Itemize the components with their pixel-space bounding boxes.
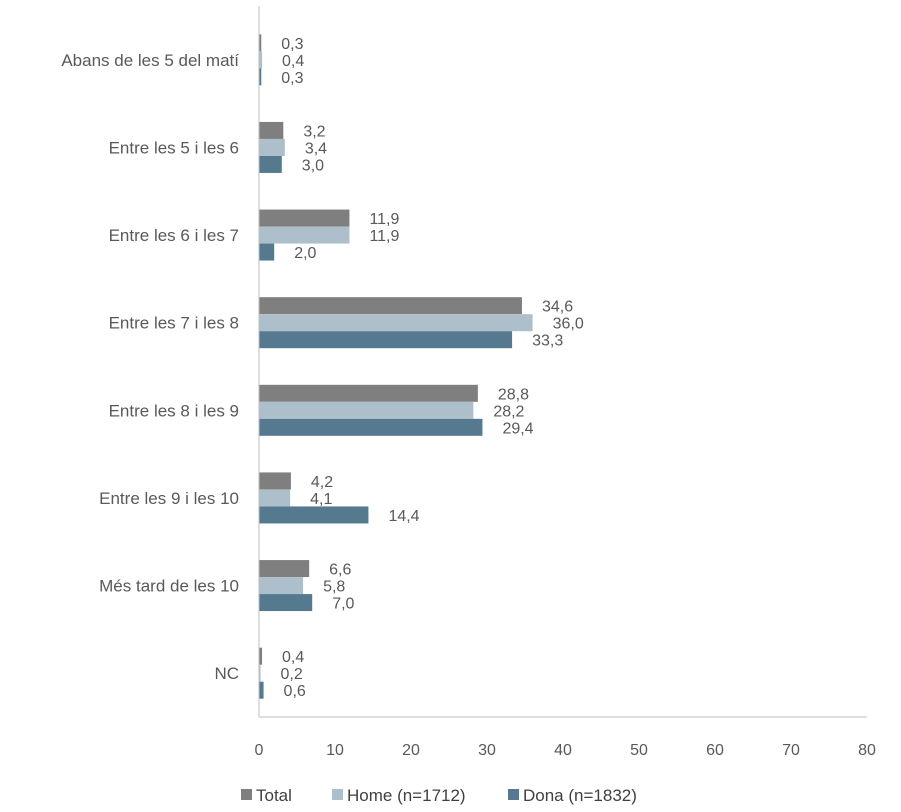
- data-label-2-6: 7,0: [332, 596, 354, 613]
- x-tick-label-0: 0: [255, 742, 264, 759]
- data-label-0-3: 34,6: [542, 299, 573, 316]
- x-tick-label-7: 70: [782, 742, 800, 759]
- data-labels-group: 0,30,40,33,23,43,011,911,92,034,636,033,…: [281, 36, 584, 700]
- bar-2-3: [259, 331, 513, 349]
- category-label-1: Entre les 5 i les 6: [109, 138, 239, 157]
- bar-2-7: [259, 681, 264, 699]
- data-label-0-2: 11,9: [369, 211, 399, 228]
- bar-1-0: [259, 51, 263, 69]
- bar-1-5: [259, 489, 291, 507]
- x-tick-label-8: 80: [858, 742, 876, 759]
- legend-label-0: Total: [256, 786, 292, 805]
- bar-1-7: [259, 664, 261, 682]
- bar-0-0: [259, 34, 262, 52]
- data-label-2-1: 3,0: [302, 157, 324, 174]
- bar-0-6: [259, 560, 310, 578]
- legend-label-2: Dona (n=1832): [523, 786, 637, 805]
- category-label-4: Entre les 8 i les 9: [109, 401, 239, 420]
- data-label-0-4: 28,8: [498, 386, 529, 403]
- category-label-6: Més tard de les 10: [99, 577, 239, 596]
- bar-0-5: [259, 472, 291, 490]
- data-label-1-3: 36,0: [553, 316, 584, 333]
- bar-2-6: [259, 594, 313, 612]
- data-label-1-6: 5,8: [323, 579, 345, 596]
- data-label-2-0: 0,3: [281, 70, 303, 87]
- bar-1-6: [259, 577, 304, 595]
- x-tick-label-4: 40: [554, 742, 572, 759]
- bar-0-3: [259, 297, 522, 315]
- data-label-1-1: 3,4: [305, 140, 327, 157]
- bar-0-2: [259, 209, 350, 227]
- x-tick-label-5: 50: [630, 742, 648, 759]
- bar-1-3: [259, 314, 533, 332]
- legend-swatch-2: [508, 789, 519, 800]
- bar-2-0: [259, 68, 262, 86]
- data-label-1-2: 11,9: [369, 228, 399, 245]
- bar-2-5: [259, 506, 369, 524]
- category-labels-group: Abans de les 5 del matí Entre les 5 i les…: [61, 51, 239, 683]
- data-label-2-2: 2,0: [294, 245, 316, 262]
- bar-0-4: [259, 384, 478, 402]
- category-label-0: Abans de les 5 del matí: [61, 51, 239, 70]
- data-label-0-6: 6,6: [329, 562, 351, 579]
- bar-2-2: [259, 243, 275, 261]
- legend-swatch-0: [241, 789, 252, 800]
- category-label-7: NC: [214, 664, 239, 683]
- bar-2-1: [259, 155, 282, 173]
- data-label-1-7: 0,2: [281, 666, 303, 683]
- x-tick-label-1: 10: [326, 742, 344, 759]
- legend-swatch-1: [332, 789, 343, 800]
- data-label-0-5: 4,2: [311, 474, 333, 491]
- data-label-2-3: 33,3: [532, 333, 563, 350]
- x-tick-label-2: 20: [402, 742, 420, 759]
- bar-2-4: [259, 418, 483, 436]
- bar-0-7: [259, 647, 263, 665]
- category-label-3: Entre les 7 i les 8: [109, 314, 239, 333]
- data-label-1-5: 4,1: [310, 491, 332, 508]
- data-label-2-5: 14,4: [388, 508, 419, 525]
- data-label-0-7: 0,4: [282, 649, 304, 666]
- category-label-2: Entre les 6 i les 7: [109, 226, 239, 245]
- bar-0-1: [259, 121, 284, 139]
- data-label-1-0: 0,4: [282, 53, 304, 70]
- data-label-0-1: 3,2: [303, 123, 325, 140]
- category-label-5: Entre les 9 i les 10: [99, 489, 239, 508]
- x-tick-labels-group: 0 10 20 30 40 50 60 70 80: [255, 742, 876, 759]
- x-tick-label-6: 60: [706, 742, 724, 759]
- bars-group: [259, 34, 533, 699]
- data-label-2-7: 0,6: [284, 683, 306, 700]
- legend-label-1: Home (n=1712): [347, 786, 466, 805]
- x-tick-label-3: 30: [478, 742, 496, 759]
- data-label-1-4: 28,2: [493, 403, 524, 420]
- bar-1-1: [259, 138, 285, 156]
- bar-1-4: [259, 401, 474, 419]
- legend: Total Home (n=1712) Dona (n=1832): [241, 786, 637, 805]
- bar-1-2: [259, 226, 350, 244]
- data-label-2-4: 29,4: [502, 420, 533, 437]
- data-label-0-0: 0,3: [281, 36, 303, 53]
